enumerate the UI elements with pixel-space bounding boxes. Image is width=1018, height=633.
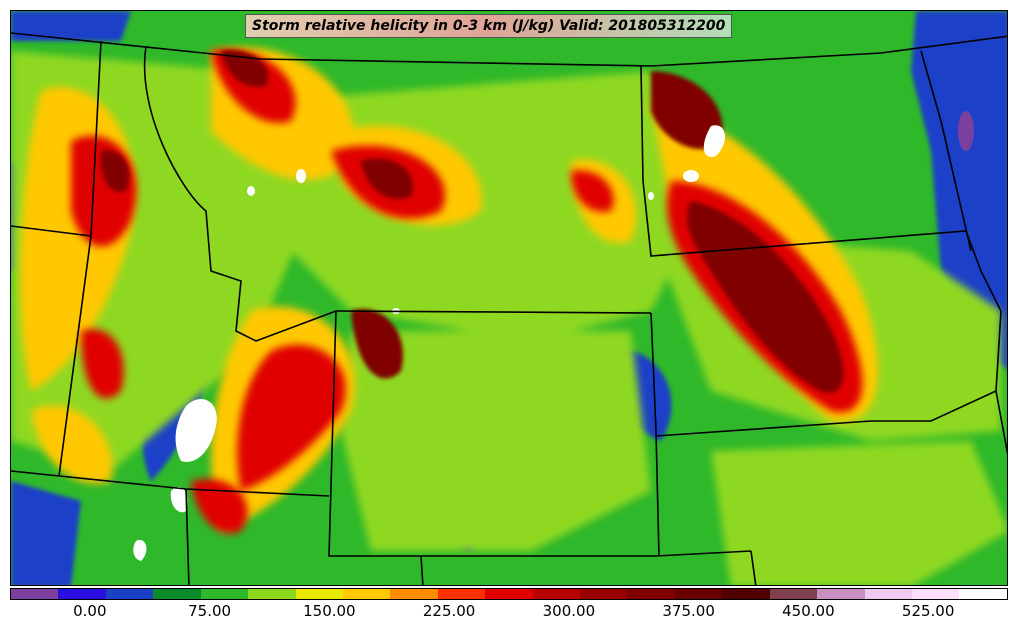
colorbar-segment (674, 589, 723, 599)
state-borders (11, 32, 1007, 585)
colorbar-tick-label: 375.00 (662, 602, 715, 620)
colorbar-segment (295, 589, 343, 599)
colorbar (10, 588, 1008, 600)
field-very-high-helicity (100, 50, 844, 393)
colorbar-tick-label: 0.00 (73, 602, 107, 620)
colorbar-segment (105, 589, 154, 599)
colorbar-tick-label: 525.00 (901, 602, 955, 620)
colorbar-segment (912, 589, 960, 599)
colorbar-segment (959, 589, 1007, 599)
colorbar-segment (200, 589, 249, 599)
colorbar-segment (58, 589, 106, 599)
colorbar-segment (627, 589, 675, 599)
colorbar-segment (342, 589, 391, 599)
colorbar-tick-label: 150.00 (303, 602, 356, 620)
colorbar-segment (769, 589, 818, 599)
colorbar-segment (248, 589, 296, 599)
colorbar-segment (864, 589, 913, 599)
colorbar-segment (11, 589, 59, 599)
colorbar-tick-label: 225.00 (422, 602, 476, 620)
colorbar-segment (485, 589, 533, 599)
colorbar-segment (390, 589, 438, 599)
colorbar-segment (722, 589, 770, 599)
colorbar-tick-label: 75.00 (188, 602, 232, 620)
colorbar-segment (532, 589, 581, 599)
helicity-map (11, 11, 1007, 585)
colorbar-labels: 0.00 75.00 150.00 225.00 300.00 375.00 450.00 5… (10, 602, 1008, 622)
field-extreme-helicity (133, 125, 726, 561)
colorbar-segment (817, 589, 865, 599)
colorbar-segment (153, 589, 201, 599)
colorbar-tick-label: 300.00 (542, 602, 596, 620)
colorbar-segment (437, 589, 486, 599)
map-panel (10, 10, 1008, 586)
map-title: Storm relative helicity in 0-3 km (J/kg)… (245, 14, 733, 38)
field-negative (958, 111, 974, 151)
colorbar-segment (580, 589, 628, 599)
colorbar-tick-label: 450.00 (782, 602, 835, 620)
